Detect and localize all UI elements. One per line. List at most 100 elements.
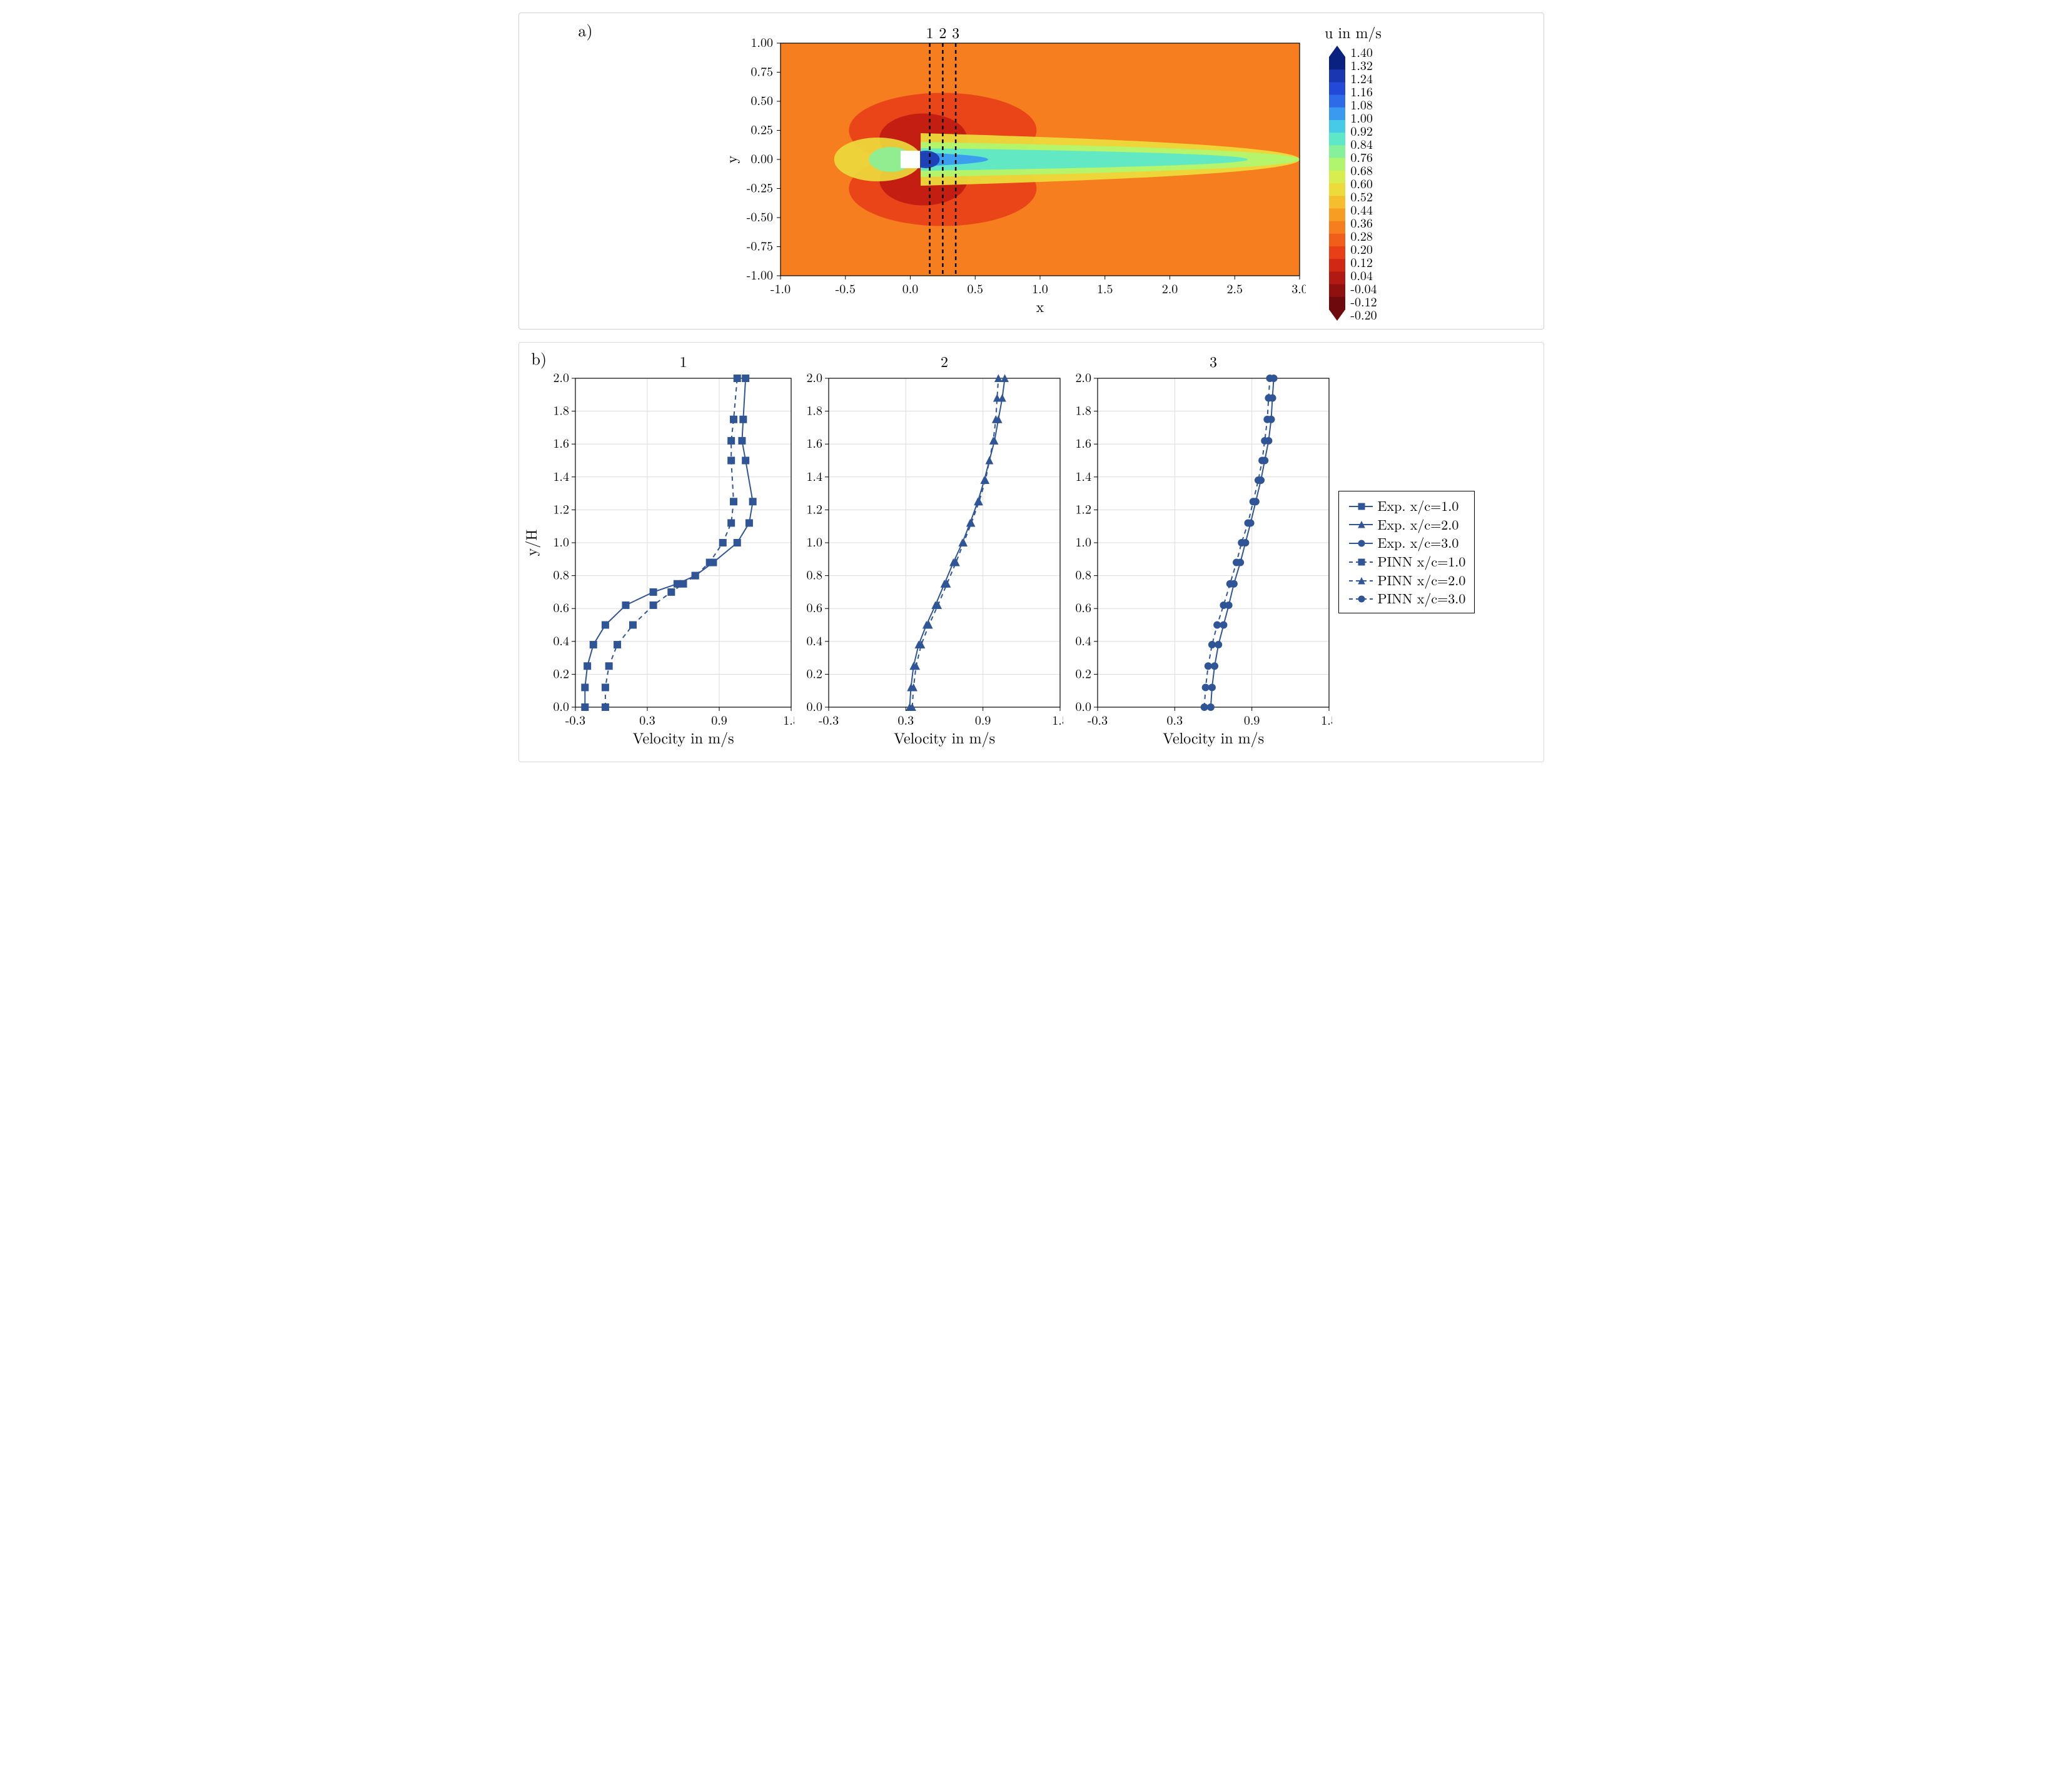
svg-text:0.75: 0.75 (751, 62, 774, 80)
svg-text:0.9: 0.9 (711, 710, 727, 728)
svg-text:1.6: 1.6 (1075, 433, 1091, 451)
svg-text:1.00: 1.00 (751, 33, 774, 51)
svg-text:1.2: 1.2 (806, 499, 822, 517)
svg-text:1.6: 1.6 (806, 433, 822, 451)
svg-text:1.8: 1.8 (1075, 401, 1091, 419)
colorbar-title: u in m/s (1325, 21, 1382, 43)
legend-swatch-icon (1348, 576, 1373, 585)
svg-text:0.9: 0.9 (974, 710, 991, 728)
svg-text:0.5: 0.5 (968, 279, 984, 297)
svg-text:2: 2 (941, 352, 948, 371)
panel-a-label: a) (579, 18, 593, 41)
figure-root: a) 123-1.0-0.50.00.51.01.52.02.53.0-1.00… (518, 13, 1544, 762)
legend-label: Exp. x/c=3.0 (1378, 533, 1459, 552)
svg-text:1.0: 1.0 (1075, 532, 1091, 550)
legend-item: PINN x/c=2.0 (1348, 571, 1466, 590)
svg-text:1.5: 1.5 (783, 710, 794, 728)
svg-text:0.2: 0.2 (553, 663, 569, 682)
svg-text:0.8: 0.8 (1075, 565, 1091, 583)
legend-swatch-icon (1348, 520, 1373, 528)
legend-label: PINN x/c=1.0 (1378, 552, 1466, 571)
svg-text:-1.00: -1.00 (747, 265, 773, 283)
svg-text:1.4: 1.4 (553, 466, 569, 485)
svg-text:-0.25: -0.25 (747, 178, 773, 196)
svg-text:1.0: 1.0 (1032, 279, 1048, 297)
legend-label: PINN x/c=2.0 (1378, 571, 1466, 590)
legend-swatch-icon (1348, 594, 1373, 603)
svg-text:-0.75: -0.75 (747, 236, 773, 254)
svg-text:1.0: 1.0 (553, 532, 569, 550)
svg-text:-0.50: -0.50 (747, 207, 773, 225)
svg-text:1.2: 1.2 (553, 499, 569, 517)
svg-text:0.0: 0.0 (1075, 697, 1091, 715)
svg-text:0.9: 0.9 (1243, 710, 1260, 728)
legend-label: PINN x/c=3.0 (1378, 589, 1466, 608)
colorbar-group: u in m/s 1.401.321.241.161.081.000.920.8… (1325, 21, 1382, 321)
contour-plot: 123 -1.0 -0.5 0.0 0.5 1.0 1.5 2.0 2.5 3.0 -1.00 -0.… (718, 19, 1306, 323)
svg-text:0.0: 0.0 (902, 279, 919, 297)
svg-text:3.0: 3.0 (1291, 279, 1306, 297)
contour-svg: 123 -1.0 -0.5 0.0 0.5 1.0 1.5 2.0 2.5 3.0 -1.00 -0.… (718, 19, 1306, 320)
legend-swatch-icon (1348, 538, 1373, 547)
svg-text:1.8: 1.8 (806, 401, 822, 419)
svg-text:2.0: 2.0 (1075, 368, 1091, 386)
svg-text:1: 1 (679, 352, 687, 371)
svg-text:0.0: 0.0 (806, 697, 822, 715)
svg-text:0.3: 0.3 (639, 710, 655, 728)
svg-text:0.3: 0.3 (897, 710, 914, 728)
svg-text:1.6: 1.6 (553, 433, 569, 451)
panel-b: b) 1-0.30.30.91.50.00.20.40.60.81.01.21.… (518, 342, 1544, 762)
panel-b-label: b) (532, 346, 547, 370)
svg-text:1.5: 1.5 (1321, 710, 1332, 728)
svg-text:1.4: 1.4 (1075, 466, 1091, 485)
svg-text:2: 2 (939, 21, 946, 43)
svg-text:0.0: 0.0 (553, 697, 569, 715)
legend-item: Exp. x/c=3.0 (1348, 533, 1466, 552)
svg-text:0.8: 0.8 (806, 565, 822, 583)
svg-text:0.6: 0.6 (1075, 598, 1091, 616)
svg-text:0.2: 0.2 (1075, 663, 1091, 682)
line-subplot-3: 3-0.30.30.91.50.00.20.40.60.81.01.21.41.… (1063, 352, 1332, 752)
svg-text:1.4: 1.4 (806, 466, 822, 485)
svg-text:x: x (1036, 295, 1044, 316)
svg-text:2.0: 2.0 (806, 368, 822, 386)
svg-text:-1.0: -1.0 (771, 279, 791, 297)
svg-text:Velocity in m/s: Velocity in m/s (1162, 727, 1263, 748)
svg-text:1.2: 1.2 (1075, 499, 1091, 517)
colorbar-ticks: 1.401.321.241.161.081.000.920.840.760.68… (1350, 46, 1377, 321)
colorbar-tick: -0.20 (1350, 308, 1377, 321)
svg-text:2.0: 2.0 (553, 368, 569, 386)
legend: Exp. x/c=1.0Exp. x/c=2.0Exp. x/c=3.0PINN… (1338, 491, 1475, 613)
svg-text:1.5: 1.5 (1097, 279, 1113, 297)
svg-text:Velocity in m/s: Velocity in m/s (893, 727, 994, 748)
svg-text:0.8: 0.8 (553, 565, 569, 583)
svg-text:3: 3 (952, 21, 959, 43)
svg-text:0.50: 0.50 (751, 91, 774, 109)
legend-item: Exp. x/c=2.0 (1348, 515, 1466, 534)
svg-text:0.3: 0.3 (1166, 710, 1183, 728)
svg-text:Velocity in m/s: Velocity in m/s (632, 727, 734, 748)
svg-text:-0.5: -0.5 (836, 279, 856, 297)
svg-text:y/H: y/H (525, 530, 541, 556)
line-subplot-1: 1-0.30.30.91.50.00.20.40.60.81.01.21.41.… (525, 352, 794, 752)
svg-text:1.8: 1.8 (553, 401, 569, 419)
colorbar (1329, 46, 1345, 321)
svg-text:0.25: 0.25 (751, 120, 774, 138)
svg-text:0.4: 0.4 (553, 631, 569, 649)
svg-text:0.6: 0.6 (806, 598, 822, 616)
svg-text:0.4: 0.4 (806, 631, 822, 649)
line-plots-row: 1-0.30.30.91.50.00.20.40.60.81.01.21.41.… (525, 352, 1332, 752)
legend-label: Exp. x/c=2.0 (1378, 515, 1459, 534)
legend-item: Exp. x/c=1.0 (1348, 496, 1466, 515)
svg-text:1.0: 1.0 (806, 532, 822, 550)
svg-text:y: y (720, 155, 741, 163)
svg-text:2.5: 2.5 (1227, 279, 1243, 297)
svg-text:0.2: 0.2 (806, 663, 822, 682)
svg-text:3: 3 (1210, 352, 1217, 371)
svg-text:2.0: 2.0 (1162, 279, 1178, 297)
svg-text:0.00: 0.00 (751, 149, 774, 167)
legend-item: PINN x/c=3.0 (1348, 589, 1466, 608)
svg-text:1: 1 (926, 21, 934, 43)
svg-text:0.4: 0.4 (1075, 631, 1091, 649)
svg-text:0.6: 0.6 (553, 598, 569, 616)
